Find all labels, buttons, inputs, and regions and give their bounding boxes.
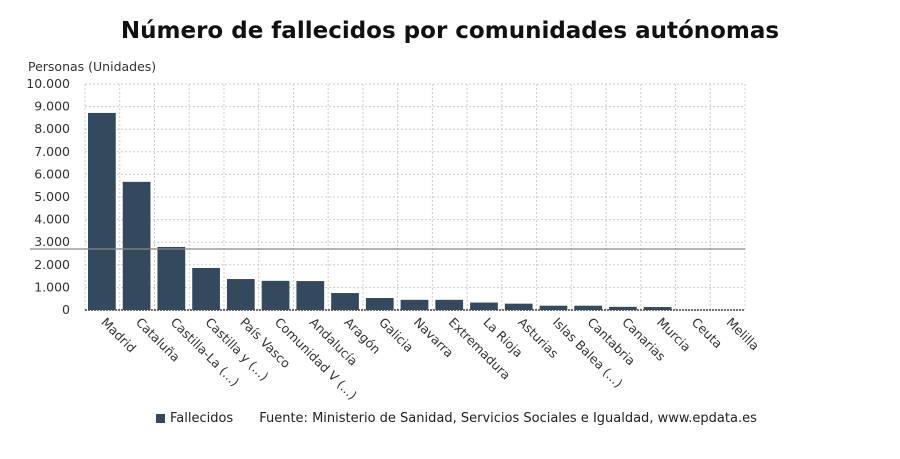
source-note: Fuente: Ministerio de Sanidad, Servicios…	[259, 411, 757, 426]
x-tick-label: Melilla	[724, 315, 763, 354]
x-tick-label: Galicia	[376, 315, 417, 356]
y-tick-label: 3.000	[34, 234, 70, 249]
bar	[504, 303, 533, 310]
bar	[331, 293, 359, 310]
x-tick-label: Ceuta	[689, 315, 726, 352]
chart-title: Número de fallecidos por comunidades aut…	[120, 18, 780, 44]
bar	[539, 305, 568, 310]
y-tick-label: 6.000	[34, 166, 70, 181]
bar	[261, 280, 290, 310]
bar	[365, 298, 394, 310]
x-tick-label: Madrid	[98, 315, 139, 356]
bar	[122, 181, 151, 310]
bar	[470, 302, 498, 310]
bar	[643, 307, 672, 310]
y-axis-label: Personas (Unidades)	[28, 59, 157, 74]
y-tick-label: 8.000	[34, 121, 70, 136]
y-tick-label: 9.000	[34, 99, 70, 114]
y-tick-label: 10.000	[26, 76, 70, 91]
y-tick-label: 5.000	[34, 189, 70, 204]
y-tick-label: 4.000	[34, 212, 70, 227]
legend-label: Fallecidos	[170, 411, 234, 426]
bar	[157, 246, 186, 310]
y-tick-label: 7.000	[34, 144, 70, 159]
bar	[226, 279, 255, 310]
bar	[435, 299, 464, 310]
bar	[296, 281, 325, 310]
bar	[400, 299, 429, 310]
bar	[88, 112, 116, 310]
legend-swatch	[156, 414, 165, 423]
y-tick-label: 0	[62, 302, 70, 317]
bar	[192, 267, 220, 310]
bar	[609, 306, 637, 310]
y-tick-label: 1.000	[34, 279, 70, 294]
bar	[574, 305, 603, 310]
legend: Fallecidos Fuente: Ministerio de Sanidad…	[156, 411, 757, 426]
y-tick-label: 2.000	[34, 257, 70, 272]
